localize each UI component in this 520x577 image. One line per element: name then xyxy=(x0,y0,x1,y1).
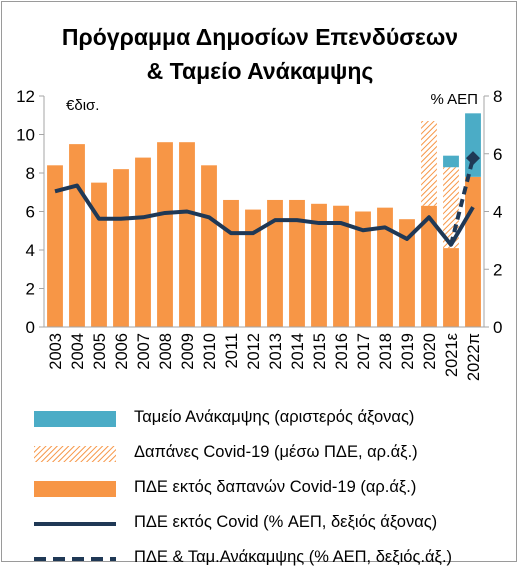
category-label: 2015 xyxy=(311,333,329,370)
bar-s2-18 xyxy=(443,248,459,327)
category-label: 2006 xyxy=(113,333,131,370)
category-label: 2008 xyxy=(157,333,175,370)
category-label: 2010 xyxy=(201,333,219,370)
category-label: 2003 xyxy=(47,333,65,370)
bar-s2-10 xyxy=(267,199,283,327)
legend-item-pde-ex-covid: ΠΔΕ εκτός δαπανών Covid-19 (αρ.άξ.) xyxy=(24,472,514,507)
legend-key-pde-rf-line xyxy=(34,557,116,561)
left-tick-label: 6 xyxy=(26,203,35,222)
category-label: 2018 xyxy=(377,333,395,370)
category-label: 2013 xyxy=(267,333,285,370)
bar-s2-5 xyxy=(157,142,173,327)
left-axis-unit-label: €δισ. xyxy=(66,97,99,114)
chart-frame xyxy=(1,1,517,562)
right-tick-label: 8 xyxy=(493,87,502,106)
bar-s1-17 xyxy=(421,121,437,206)
bar-s2-6 xyxy=(179,142,195,327)
category-label: 2007 xyxy=(135,333,153,370)
category-label: 2004 xyxy=(69,333,87,370)
category-label: 2021ε xyxy=(443,332,461,377)
bar-s2-19 xyxy=(465,176,481,327)
bar-s2-2 xyxy=(91,182,107,327)
line-pde-recovery-fund xyxy=(449,157,475,246)
left-tick-label: 12 xyxy=(16,87,35,106)
bar-s2-17 xyxy=(421,205,437,327)
bar-s2-1 xyxy=(69,144,85,327)
category-label: 2012 xyxy=(245,333,263,370)
category-label: 2016 xyxy=(333,333,351,370)
bar-s2-8 xyxy=(223,199,239,327)
bar-s0-19 xyxy=(465,113,481,177)
legend-label-recovery-fund: Ταμείο Ανάκαμψης (αριστερός άξονας) xyxy=(134,408,415,426)
legend-label-pde-ex-covid: ΠΔΕ εκτός δαπανών Covid-19 (αρ.άξ.) xyxy=(134,478,417,496)
right-tick-label: 6 xyxy=(493,145,502,164)
bar-s2-12 xyxy=(311,203,327,327)
bar-s2-13 xyxy=(333,205,349,327)
chart-plot: 0 2 4 6 8 10 12 0 2 4 6 8 €δισ. % ΑΕΠ 2003 2004 2005 2006… xyxy=(16,87,502,381)
legend-item-recovery-fund: Ταμείο Ανάκαμψης (αριστερός άξονας) xyxy=(24,402,514,437)
bar-s2-11 xyxy=(289,199,305,327)
right-axis-unit-label: % ΑΕΠ xyxy=(430,91,478,108)
bar-s2-0 xyxy=(47,165,63,327)
bar-s0-18 xyxy=(443,155,459,168)
chart-title-line2: & Ταμείο Ανάκαμψης xyxy=(146,58,374,84)
bar-s2-15 xyxy=(377,207,393,327)
category-label: 2017 xyxy=(355,333,373,370)
right-tick-label: 2 xyxy=(493,260,502,279)
left-tick-label: 4 xyxy=(26,241,35,260)
legend-key-pde-ex-covid xyxy=(34,481,116,497)
bar-s2-7 xyxy=(201,165,217,327)
left-tick-label: 0 xyxy=(26,318,35,337)
bar-s2-14 xyxy=(355,211,371,327)
legend-label-pde-rf-line: ΠΔΕ & Ταμ.Ανάκαμψης (% ΑΕΠ, δεξιός.άξ.) xyxy=(134,548,453,566)
category-label: 2009 xyxy=(179,333,197,370)
chart-title-line1: Πρόγραμμα Δημοσίων Επενδύσεων xyxy=(61,24,459,50)
left-tick-label: 10 xyxy=(16,126,35,145)
left-tick-label: 8 xyxy=(26,164,35,183)
right-tick-label: 0 xyxy=(493,318,502,337)
legend-label-covid-spending: Δαπάνες Covid-19 (μέσω ΠΔΕ, αρ.άξ.) xyxy=(134,443,418,461)
line-pde-ex-covid xyxy=(54,183,475,247)
bar-s2-9 xyxy=(245,209,261,327)
category-label: 2005 xyxy=(91,333,109,370)
category-label: 2020 xyxy=(421,333,439,370)
legend-key-recovery-fund xyxy=(34,411,116,427)
legend-label-pde-gdp-line: ΠΔΕ εκτός Covid (% ΑΕΠ, δεξιός άξονας) xyxy=(134,513,438,531)
category-label: 2011 xyxy=(223,333,241,368)
legend-key-covid-spending xyxy=(34,446,116,462)
legend-item-pde-gdp-line: ΠΔΕ εκτός Covid (% ΑΕΠ, δεξιός άξονας) xyxy=(24,507,514,542)
legend-key-pde-gdp-line xyxy=(34,522,116,526)
marker-pde-recovery-fund xyxy=(466,151,480,166)
chart-legend: Ταμείο Ανάκαμψης (αριστερός άξονας) Δαπά… xyxy=(24,402,514,577)
legend-item-covid-spending: Δαπάνες Covid-19 (μέσω ΠΔΕ, αρ.άξ.) xyxy=(24,437,514,472)
bar-s2-4 xyxy=(135,157,151,327)
legend-item-pde-rf-line: ΠΔΕ & Ταμ.Ανάκαμψης (% ΑΕΠ, δεξιός.άξ.) xyxy=(24,542,514,577)
bar-s2-16 xyxy=(399,219,415,327)
category-label: 2014 xyxy=(289,333,307,370)
category-label: 2019 xyxy=(399,333,417,370)
category-label: 2022π xyxy=(465,333,483,381)
bar-s2-3 xyxy=(113,169,129,327)
right-tick-label: 4 xyxy=(493,203,502,222)
left-tick-label: 2 xyxy=(26,280,35,299)
